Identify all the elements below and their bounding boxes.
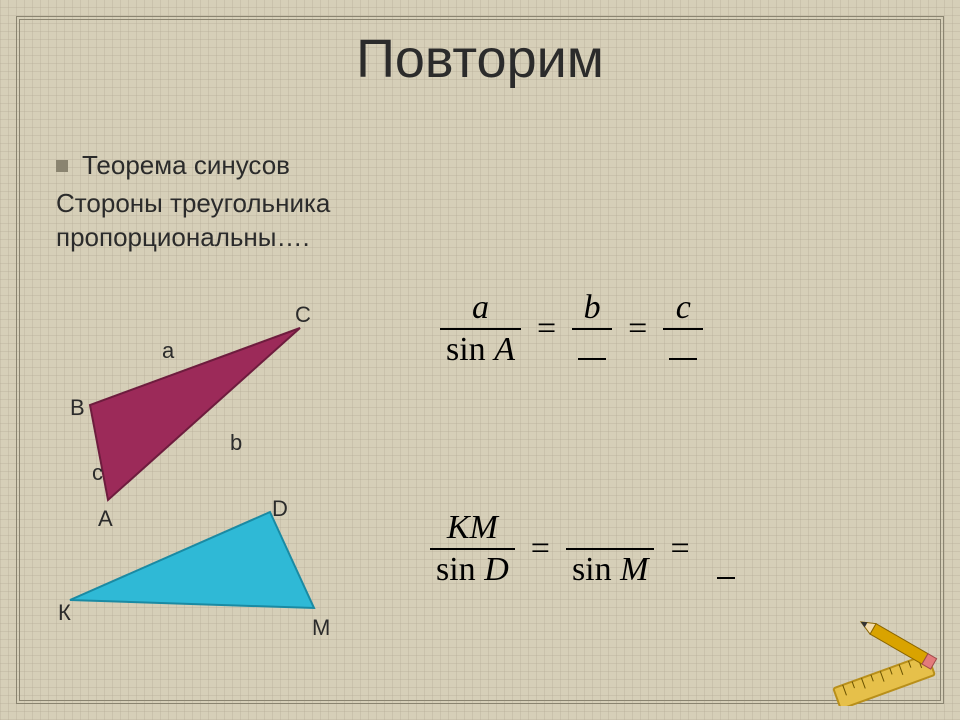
subline-1: Стороны треугольника <box>56 188 330 219</box>
subline-2: пропорциональны…. <box>56 222 310 253</box>
label-K: К <box>58 600 71 626</box>
label-A: А <box>98 506 113 532</box>
triangle-1 <box>90 328 300 500</box>
frac-2-2: sin M <box>566 510 655 587</box>
bullet-marker-icon <box>56 160 68 172</box>
frac-2-3-num <box>706 511 746 549</box>
frac-2-3-den <box>708 549 744 587</box>
slide: Повторим Теорема синусов Стороны треугол… <box>0 0 960 720</box>
frac-1-2: b <box>572 290 612 367</box>
diagram-area: А В С a b c К D М <box>40 300 390 650</box>
bullet-row: Теорема синусов <box>56 150 290 181</box>
frac-1-3: c <box>663 290 703 367</box>
frac-2-2-den: sin M <box>566 550 655 588</box>
frac-1-2-num: b <box>574 290 610 328</box>
frac-2-2-num <box>590 510 630 548</box>
eq-1-2: = <box>624 310 651 348</box>
label-c: c <box>92 460 103 486</box>
frac-1-3-num: c <box>665 290 701 328</box>
label-B: В <box>70 395 85 421</box>
label-b: b <box>230 430 242 456</box>
label-M: М <box>312 615 330 641</box>
frac-1-1-num: a <box>462 290 498 328</box>
frac-2-1: KM sin D <box>430 510 515 587</box>
frac-1-1-den: sin sin AA <box>440 330 521 368</box>
frac-1-2-den <box>572 330 612 368</box>
label-C: С <box>295 302 311 328</box>
frac-2-3 <box>706 511 746 586</box>
eq-2-2: = <box>666 530 693 568</box>
eq-2-1: = <box>527 530 554 568</box>
bullet-text: Теорема синусов <box>82 150 290 181</box>
eq-1-1: = <box>533 310 560 348</box>
label-a: a <box>162 338 174 364</box>
frac-2-1-den: sin D <box>430 550 515 588</box>
formula-2: KM sin D = sin M = <box>430 510 746 587</box>
formula-1: a sin sin AA = b = c <box>440 290 703 367</box>
frac-1-3-den <box>663 330 703 368</box>
ruler-pencil-icon <box>822 616 942 706</box>
frac-2-1-num: KM <box>441 510 504 548</box>
label-D: D <box>272 496 288 522</box>
slide-title: Повторим <box>0 28 960 90</box>
frac-1-1: a sin sin AA <box>440 290 521 367</box>
